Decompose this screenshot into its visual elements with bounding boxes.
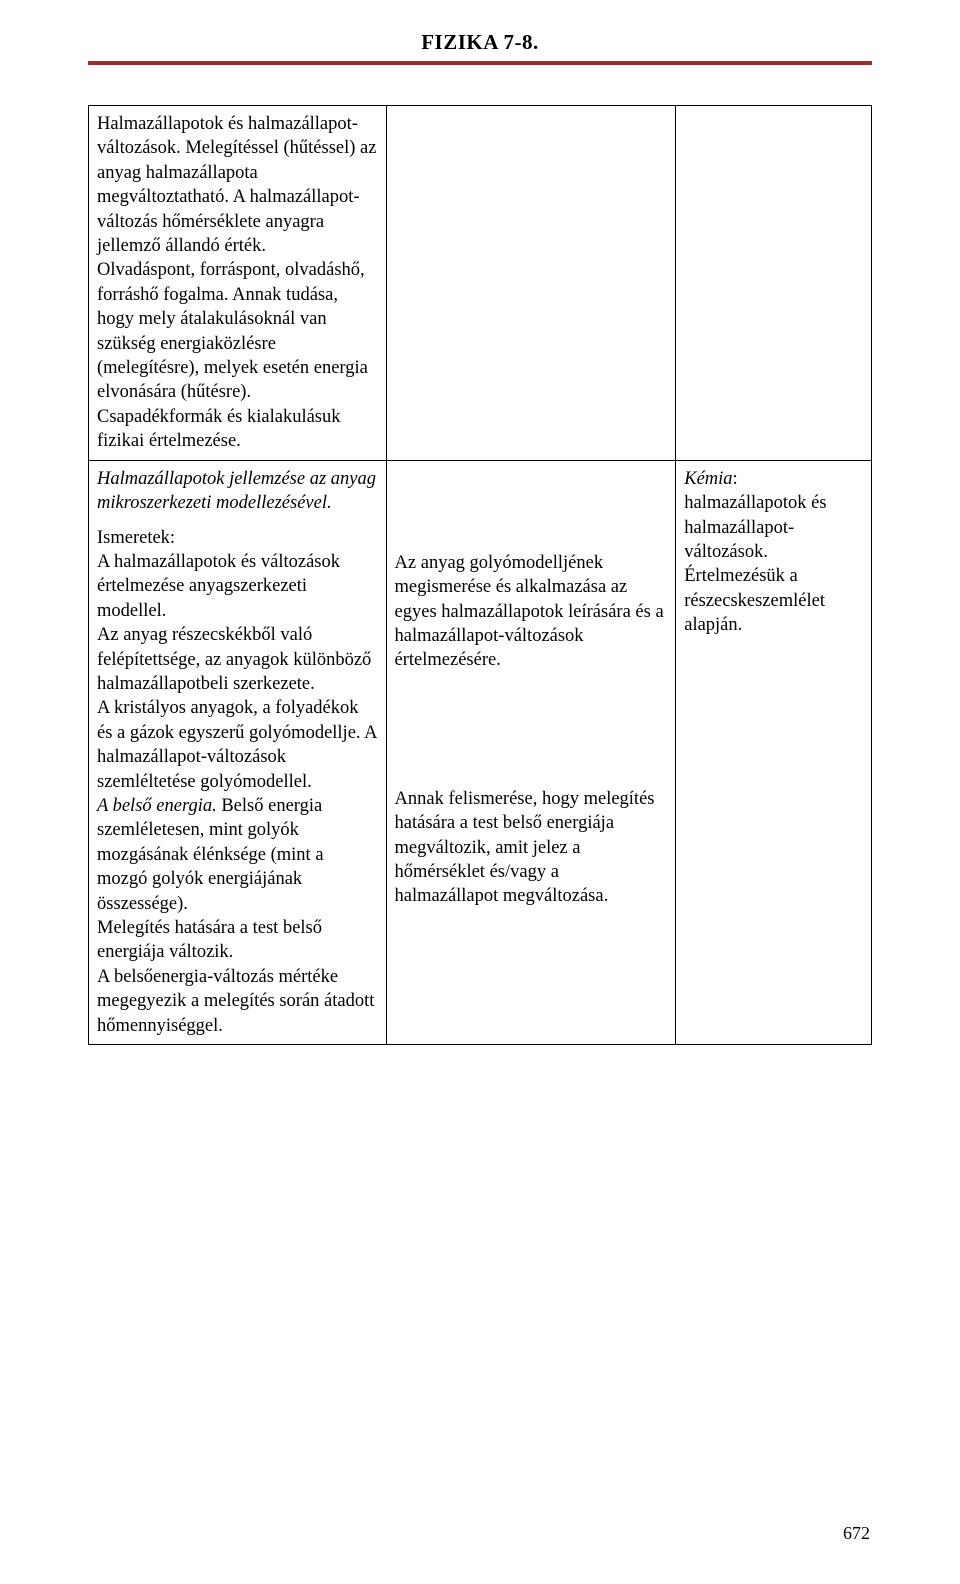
table-cell-r2c1: Halmazállapotok jellemzése az anyag mikr… xyxy=(89,460,387,1044)
body-text-italic: Halmazállapotok jellemzése az anyag mikr… xyxy=(97,467,378,516)
header-divider xyxy=(88,61,872,65)
page-title: FIZIKA 7-8. xyxy=(88,30,872,55)
body-text: Kémia: halmazállapotok és halmazállapot-… xyxy=(684,467,863,638)
table-row: Halmazállapotok és halmazállapot-változá… xyxy=(89,106,872,461)
table-cell-r1c3 xyxy=(676,106,872,461)
body-text: Ismeretek:A halmazállapotok és változáso… xyxy=(97,526,378,794)
table-cell-r1c1: Halmazállapotok és halmazállapot-változá… xyxy=(89,106,387,461)
body-text: Annak felismerése, hogy melegítés hatásá… xyxy=(395,787,668,909)
table-cell-r2c3: Kémia: halmazállapotok és halmazállapot-… xyxy=(676,460,872,1044)
table-cell-r2c2: Az anyag golyómodelljének megismerése és… xyxy=(386,460,676,1044)
table-cell-r1c2 xyxy=(386,106,676,461)
body-text: Az anyag golyómodelljének megismerése és… xyxy=(395,551,668,673)
body-text: Halmazállapotok és halmazállapot-változá… xyxy=(97,112,378,454)
table-row: Halmazállapotok jellemzése az anyag mikr… xyxy=(89,460,872,1044)
content-table: Halmazállapotok és halmazállapot-változá… xyxy=(88,105,872,1045)
page-number: 672 xyxy=(843,1523,870,1544)
body-text: A belső energia. Belső energia szemlélet… xyxy=(97,794,378,1038)
